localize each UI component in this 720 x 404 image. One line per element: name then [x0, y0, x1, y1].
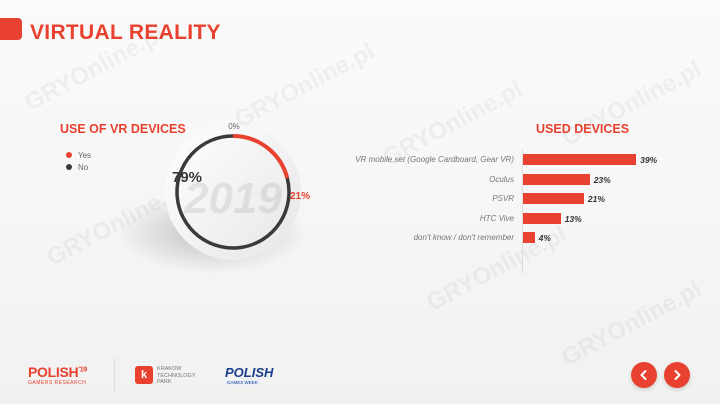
corner-accent	[0, 18, 22, 40]
logo-polish-games-week: POLISH	[225, 365, 274, 380]
legend-dot-no	[66, 164, 72, 170]
logo-pgw-sub: GAMES WEEK	[225, 380, 260, 385]
logo-ktp-line: PARK	[157, 379, 172, 385]
legend-label-no: No	[78, 162, 89, 172]
legend-item-no: No	[66, 161, 91, 173]
bar	[523, 212, 561, 224]
bar-category-label: don't know / don't remember	[413, 233, 514, 242]
logo-ktp-line: TECHNOLOGY	[157, 372, 196, 379]
chevron-left-icon	[640, 370, 647, 380]
bar-category-label: HTC Vive	[479, 213, 514, 223]
legend-item-yes: Yes	[66, 149, 91, 161]
chevron-right-icon	[674, 370, 681, 380]
donut-slice-yes	[232, 134, 290, 179]
prev-slide-button[interactable]	[631, 362, 657, 388]
logo-ktp-text: KRAKOW TECHNOLOGY PARK	[157, 366, 196, 386]
logo-polish-gamers-research: POLISH'19	[28, 364, 87, 380]
logo-polish-gamers-text: POLISH	[28, 364, 79, 380]
bar-category-label: VR mobile set (Google Cardboard, Gear VR…	[355, 155, 514, 164]
bar-value-label: 23%	[593, 174, 611, 185]
footer-divider	[114, 358, 115, 394]
bar-value-label: 13%	[564, 213, 582, 224]
page-title: VIRTUAL REALITY	[30, 21, 221, 44]
donut-disc	[165, 124, 301, 260]
bar-category-label: Oculus	[489, 174, 514, 184]
bar-chart-axis	[522, 150, 523, 274]
bar-value-label: 21%	[587, 194, 605, 204]
bar-value-label: 4%	[538, 233, 551, 243]
logo-ktp-icon: k	[135, 366, 153, 384]
logo-polish-gamers-sub: GAMERS RESEARCH	[28, 380, 87, 386]
legend: Yes No	[66, 149, 91, 173]
donut-start-label: 0%	[228, 122, 240, 131]
bar	[523, 193, 584, 204]
bar	[523, 173, 590, 185]
donut-slice-no	[175, 134, 291, 250]
bar	[523, 154, 637, 165]
logo-polish-gamers-sup: '19	[78, 366, 87, 374]
left-chart-title: USE OF VR DEVICES	[60, 122, 186, 136]
logo-ktp-line: KRAKOW	[157, 366, 182, 372]
donut-center-year: 2019	[183, 174, 282, 223]
next-slide-button[interactable]	[664, 362, 690, 388]
bar-value-label: 39%	[640, 155, 658, 165]
legend-label-yes: Yes	[78, 150, 92, 160]
bar-category-label: PSVR	[492, 194, 514, 203]
donut-value-label-yes: 21%	[290, 191, 310, 202]
bar	[523, 232, 535, 243]
donut-value-label-no: 79%	[172, 169, 202, 186]
legend-dot-yes	[66, 152, 72, 158]
right-chart-title: USED DEVICES	[536, 122, 630, 136]
